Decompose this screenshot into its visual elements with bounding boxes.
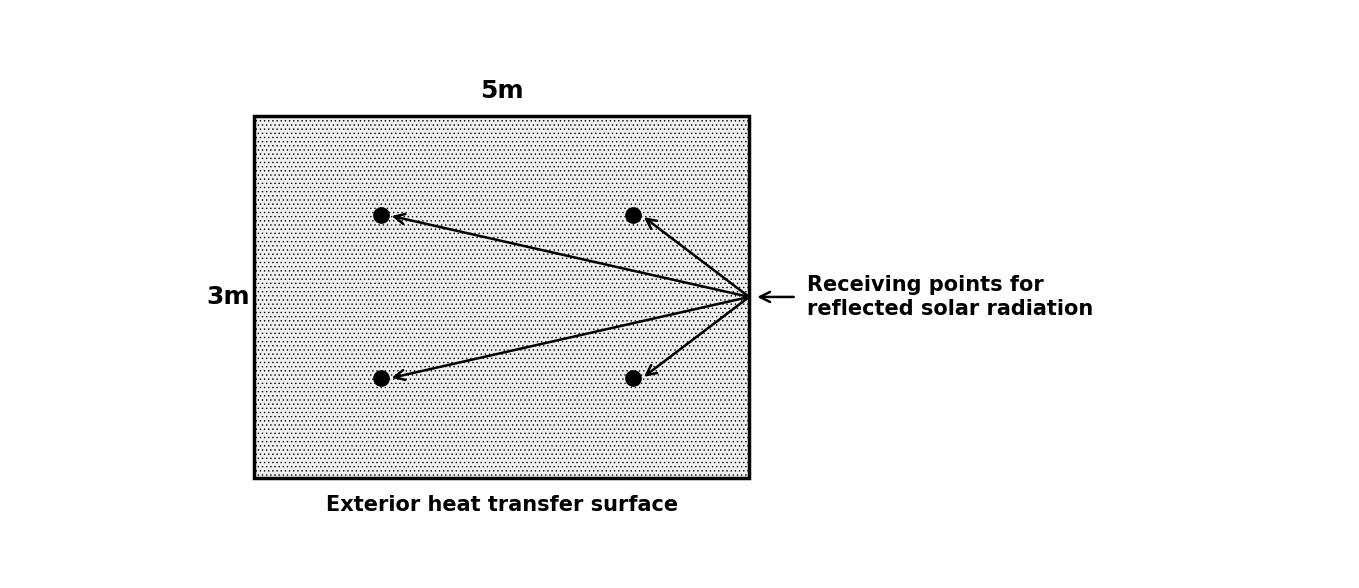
Text: Receiving points for
reflected solar radiation: Receiving points for reflected solar rad… xyxy=(807,275,1094,319)
Text: Exterior heat transfer surface: Exterior heat transfer surface xyxy=(326,495,678,515)
Bar xyxy=(254,116,749,478)
Text: 3m: 3m xyxy=(207,285,250,309)
Text: 5m: 5m xyxy=(480,79,523,103)
